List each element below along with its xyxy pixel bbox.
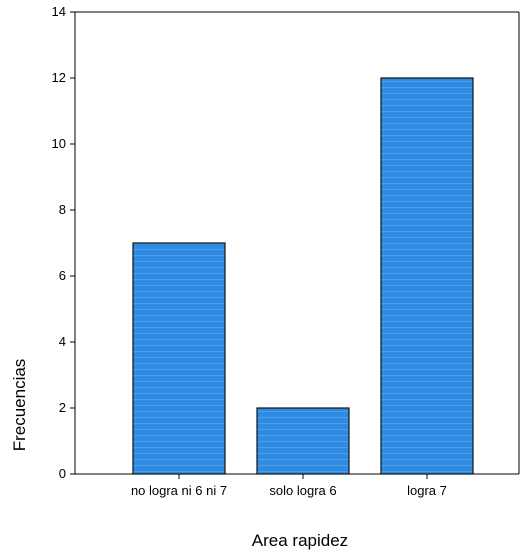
plot-area: 0 2 4 6 8 10 12 14 no logra ni 6 ni 7 solo logra … [52, 4, 520, 498]
bar-3 [380, 77, 474, 475]
y-tick-label-6: 6 [59, 268, 66, 283]
y-tick-label-12: 12 [52, 70, 66, 85]
y-tick-label-14: 14 [52, 4, 66, 19]
x-tick-label-1: no logra ni 6 ni 7 [131, 483, 227, 498]
x-axis-title: Area rapidez [252, 531, 348, 550]
y-tick-label-0: 0 [59, 466, 66, 481]
y-axis-title: Frecuencias [10, 359, 29, 452]
y-tick-label-8: 8 [59, 202, 66, 217]
x-tick-label-3: logra 7 [407, 483, 447, 498]
bar-2 [256, 407, 350, 475]
y-tick-label-2: 2 [59, 400, 66, 415]
x-tick-label-2: solo logra 6 [269, 483, 336, 498]
y-tick-label-10: 10 [52, 136, 66, 151]
bar-1 [132, 242, 226, 475]
y-tick-label-4: 4 [59, 334, 66, 349]
